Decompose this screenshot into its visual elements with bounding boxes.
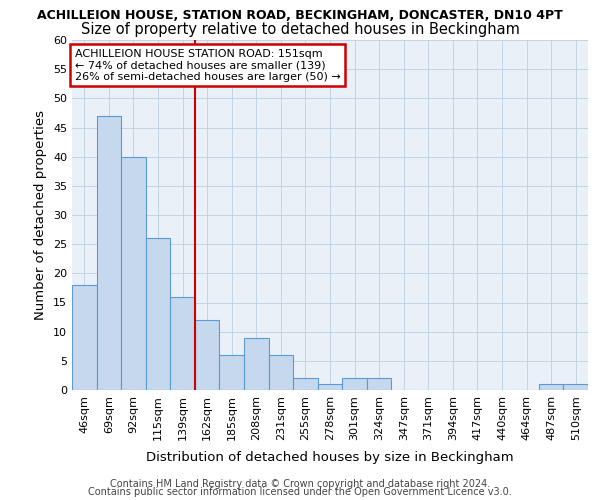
Bar [269,355,293,390]
Y-axis label: Number of detached properties: Number of detached properties [34,110,47,320]
Bar [293,378,318,390]
Bar [563,384,588,390]
Bar [220,355,244,390]
Bar [97,116,121,390]
Bar [121,156,146,390]
Text: Size of property relative to detached houses in Beckingham: Size of property relative to detached ho… [80,22,520,37]
Text: ACHILLEION HOUSE STATION ROAD: 151sqm
← 74% of detached houses are smaller (139): ACHILLEION HOUSE STATION ROAD: 151sqm ← … [74,49,340,82]
Bar [146,238,170,390]
Bar [72,285,97,390]
Bar [342,378,367,390]
Bar [318,384,342,390]
Bar [367,378,391,390]
Text: Contains public sector information licensed under the Open Government Licence v3: Contains public sector information licen… [88,487,512,497]
Text: ACHILLEION HOUSE, STATION ROAD, BECKINGHAM, DONCASTER, DN10 4PT: ACHILLEION HOUSE, STATION ROAD, BECKINGH… [37,9,563,22]
X-axis label: Distribution of detached houses by size in Beckingham: Distribution of detached houses by size … [146,451,514,464]
Bar [170,296,195,390]
Bar [539,384,563,390]
Bar [195,320,220,390]
Text: Contains HM Land Registry data © Crown copyright and database right 2024.: Contains HM Land Registry data © Crown c… [110,479,490,489]
Bar [244,338,269,390]
